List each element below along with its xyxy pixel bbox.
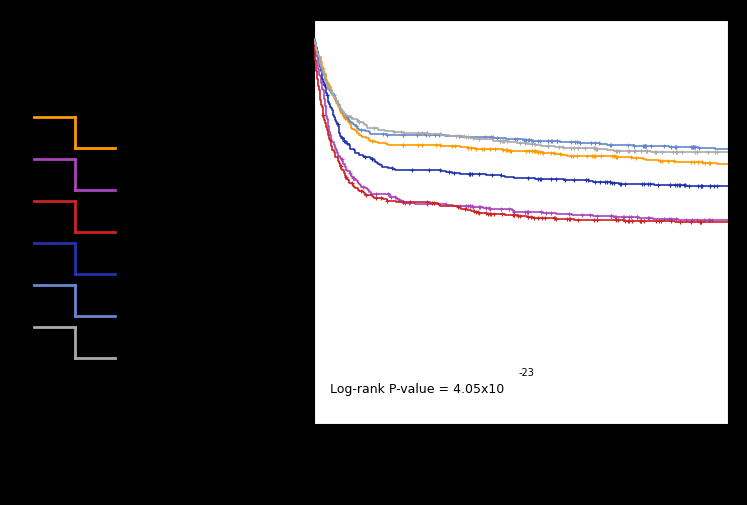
Text: p: p <box>124 295 132 306</box>
Text: lu: lu <box>124 127 136 137</box>
Text: H: H <box>124 212 133 222</box>
Text: s: s <box>124 337 131 347</box>
X-axis label: seguimento (anos): seguimento (anos) <box>447 455 595 469</box>
Y-axis label: sobrevida específica para câncer de mama: sobrevida específica para câncer de mama <box>263 72 276 372</box>
Text: lu: lu <box>124 170 136 180</box>
Text: Log-rank P-value = 4.05x10: Log-rank P-value = 4.05x10 <box>330 383 504 396</box>
Text: -23: -23 <box>519 368 535 378</box>
Text: b: b <box>124 254 132 264</box>
